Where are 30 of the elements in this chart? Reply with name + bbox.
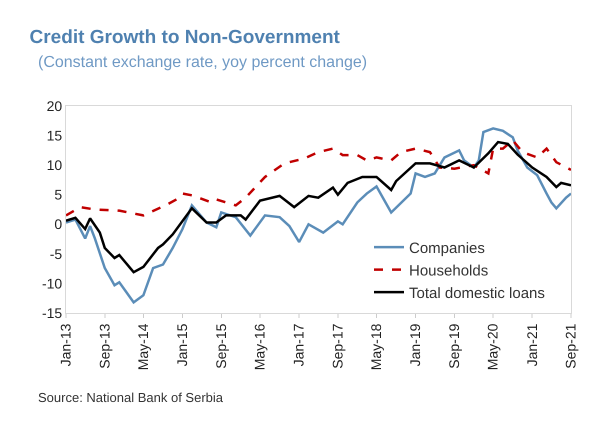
legend-label: Companies: [409, 240, 485, 257]
y-tick-label: 5: [54, 186, 62, 203]
x-tick-label: Sep-19: [446, 323, 462, 369]
x-tick-label: Jan-17: [290, 323, 307, 366]
x-tick-label: Sep-17: [329, 323, 346, 369]
x-tick-label: Sep-15: [212, 323, 229, 369]
x-tick-label: Jan-19: [407, 323, 424, 366]
x-tick-label: Jan-21: [524, 323, 540, 366]
legend-label: Households: [409, 262, 488, 280]
x-tick-label: May-16: [252, 323, 268, 370]
x-tick-label: Jan-13: [58, 323, 74, 366]
x-tick-label: May-18: [368, 323, 384, 370]
x-tick-label: May-20: [484, 323, 501, 370]
line-series: [66, 127, 571, 304]
chart-subtitle: (Constant exchange rate, yoy percent change): [38, 54, 368, 71]
x-tick-label: May-14: [134, 323, 151, 370]
legend-label: Total domestic loans: [409, 284, 545, 302]
y-tick-label: 15: [46, 127, 62, 144]
chart-title: Credit Growth to Non-Government: [30, 27, 341, 48]
x-tick-label: Jan-15: [174, 323, 190, 366]
x-tick-label: Sep-13: [96, 323, 112, 369]
x-tick-label: Sep-21: [562, 323, 579, 369]
y-tick-label: 10: [46, 157, 62, 174]
y-tick-label: 20: [46, 98, 62, 114]
y-tick-label: -15: [42, 304, 62, 321]
line-series: [66, 139, 571, 217]
y-tick-label: -5: [50, 246, 62, 262]
source-note: Source: National Bank of Serbia: [38, 390, 224, 405]
y-tick-label: -10: [42, 275, 62, 292]
y-tick-label: 0: [54, 216, 62, 232]
